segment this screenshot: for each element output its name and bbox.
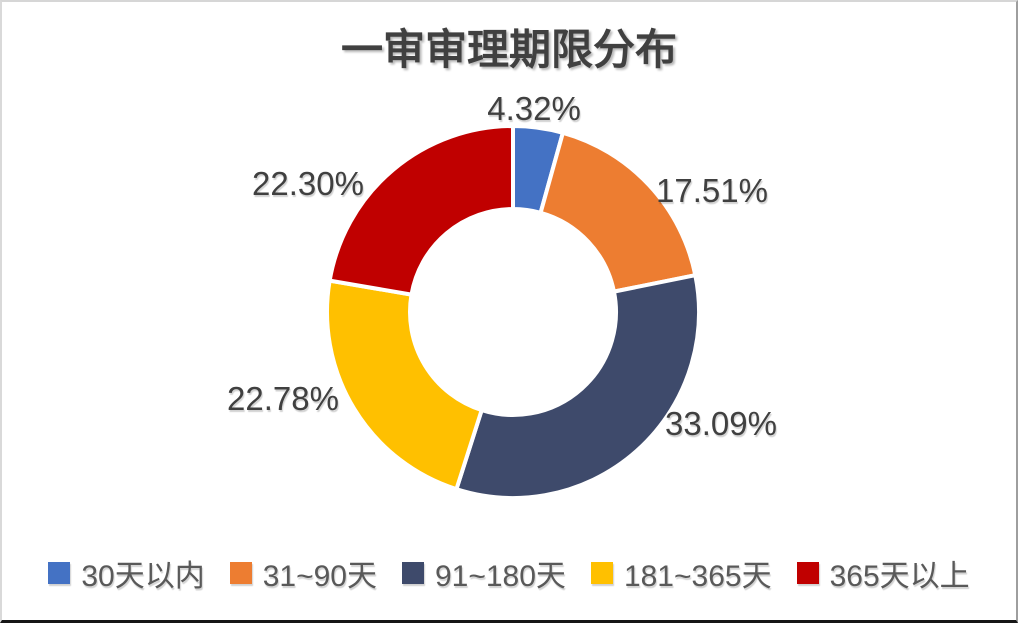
donut-slice-5: [327, 123, 515, 297]
legend-marker-icon: [229, 562, 252, 584]
legend-item-3: 91~180天: [401, 551, 566, 595]
legend-marker-icon: [48, 562, 71, 584]
data-label-5: 22.30%: [252, 165, 364, 202]
legend-marker-icon: [796, 562, 819, 584]
donut-slice-2: [538, 130, 698, 294]
donut-slice-3: [453, 272, 701, 500]
data-label-2: 17.51%: [656, 172, 768, 209]
donut-slice-4: [325, 278, 485, 492]
legend-marker-icon: [590, 562, 613, 584]
data-label-4: 22.78%: [227, 380, 339, 417]
legend-label: 181~365天: [623, 560, 772, 593]
data-label-1: 4.32%: [487, 90, 581, 127]
legend-item-5: 365天以上: [796, 551, 970, 595]
legend-marker-icon: [401, 562, 424, 584]
chart-legend: 30天以内 31~90天 91~180天 181~365天 365天以上: [2, 551, 1016, 595]
data-label-3: 33.09%: [665, 405, 777, 442]
legend-label: 365天以上: [829, 560, 970, 593]
donut-chart: [325, 123, 701, 500]
legend-label: 30天以内: [81, 560, 205, 593]
legend-item-1: 30天以内: [48, 551, 205, 595]
chart-title: 一审审理期限分布: [340, 26, 677, 73]
legend-label: 31~90天: [262, 560, 377, 593]
legend-item-2: 31~90天: [229, 551, 377, 595]
legend-label: 91~180天: [434, 560, 566, 593]
legend-item-4: 181~365天: [590, 551, 772, 595]
